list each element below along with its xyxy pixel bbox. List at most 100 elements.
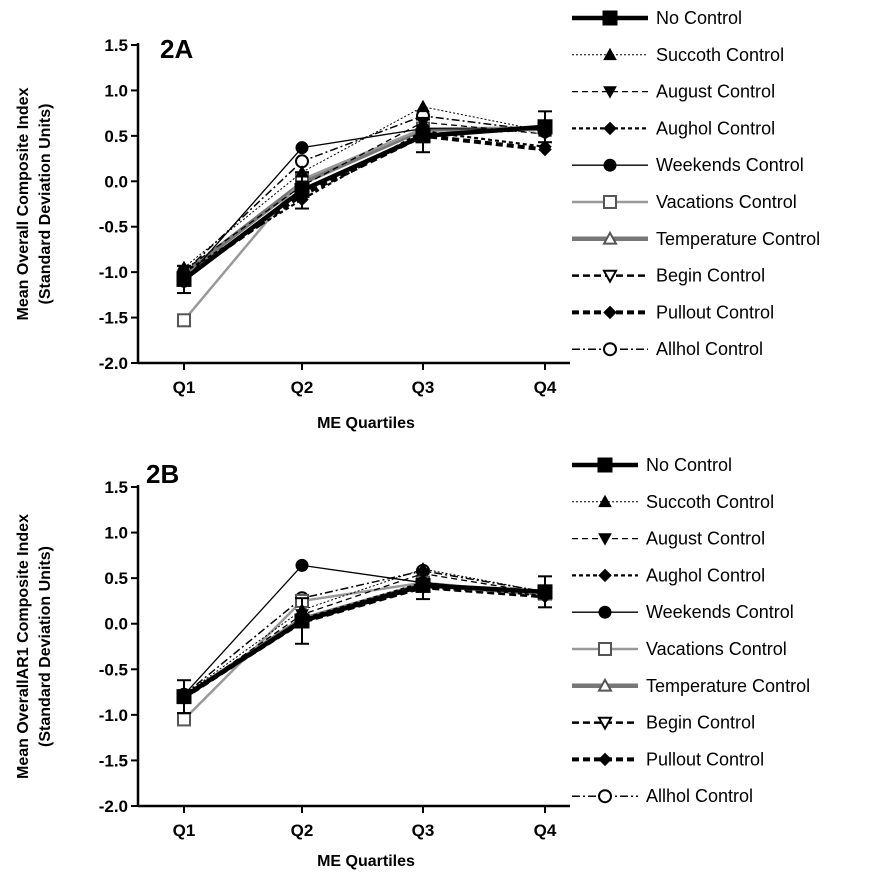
legend-item: Allhol Control [572, 339, 763, 359]
y-tick-label: 0.0 [104, 615, 128, 634]
legend-swatch-marker [603, 121, 617, 136]
series-5 [177, 558, 552, 702]
series-4 [177, 124, 552, 279]
x-tick-label: Q4 [534, 378, 557, 397]
x-tick-label: Q4 [534, 821, 557, 840]
series-2 [177, 99, 552, 273]
series-line [183, 127, 546, 282]
legend-swatch-marker [603, 305, 617, 320]
legend-label: Aughol Control [646, 565, 765, 585]
legend-swatch-marker [603, 158, 617, 172]
legend-label: Allhol Control [646, 786, 753, 806]
legend-item: Weekends Control [572, 602, 794, 622]
legend-item: Begin Control [572, 713, 755, 733]
chart-panel-1: 1.5 1.0 0.5 0.0 -0.5 -1.0 -1.5 -2.0 Q1 Q2 Q3 Q4 ME Q… [15, 8, 820, 432]
data-point [294, 182, 310, 198]
y-tick-label: -1.5 [99, 309, 128, 328]
legend-item: Allhol Control [572, 786, 753, 806]
legend-swatch-marker [602, 269, 618, 284]
legend-swatch-marker [602, 230, 618, 245]
y-tick-label: -0.5 [99, 660, 128, 679]
y-axis-label: Mean OverallAR1 Composite Index [15, 514, 32, 779]
series-10 [177, 108, 552, 280]
legend-label: Aughol Control [656, 118, 775, 138]
legend-item: Weekends Control [572, 155, 804, 175]
legend-swatch-marker [598, 642, 612, 656]
series-1 [176, 570, 553, 715]
legend-item: Aughol Control [572, 565, 765, 585]
data-point [537, 119, 553, 135]
legend-swatch-marker [597, 716, 613, 731]
legend-label: Begin Control [656, 266, 765, 286]
legend-swatch-marker [603, 86, 617, 99]
data-point [176, 689, 192, 705]
legend-label: No Control [646, 455, 732, 475]
legend-label: August Control [656, 82, 775, 102]
legend-label: Allhol Control [656, 339, 763, 359]
series-line [183, 572, 546, 698]
legend-label: Temperature Control [646, 676, 810, 696]
legend: No Control Succoth Control August Control A… [572, 455, 810, 806]
series-line [183, 121, 546, 271]
y-tick-label: -1.0 [99, 263, 128, 282]
legend-swatch-marker [598, 568, 612, 583]
y-tick-label: 1.5 [104, 36, 128, 55]
series-line [183, 130, 546, 274]
series-2 [177, 561, 552, 701]
data-point [538, 140, 552, 154]
legend-label: August Control [646, 529, 765, 549]
legend-item: Pullout Control [572, 302, 774, 322]
legend-item: August Control [572, 529, 765, 549]
y-tick-label: -2.0 [99, 354, 128, 373]
legend-label: Pullout Control [646, 749, 764, 769]
legend-item: Aughol Control [572, 118, 775, 138]
chart-panel-2: 1.5 1.0 0.5 0.0 -0.5 -1.0 -1.5 -2.0 Q1 Q2 Q3 Q4 ME Q… [15, 455, 810, 870]
series-line [182, 124, 546, 282]
legend-label: Weekends Control [656, 155, 804, 175]
x-tick-label: Q3 [412, 821, 435, 840]
legend-item: Temperature Control [572, 229, 820, 249]
legend-swatch-marker [598, 494, 612, 508]
legend-swatch-marker [603, 47, 617, 61]
y-tick-label: 0.5 [104, 569, 128, 588]
legend-label: Succoth Control [646, 492, 774, 512]
legend-swatch-marker [602, 10, 618, 26]
legend-item: Temperature Control [572, 676, 810, 696]
data-point [415, 128, 431, 144]
y-tick-label: 1.0 [104, 81, 128, 100]
data-point [295, 141, 309, 155]
data-point [416, 99, 430, 113]
y-axis-sublabel: (Standard Deviation Units) [37, 546, 54, 747]
x-tick-label: Q1 [173, 378, 196, 397]
y-tick-label: -1.5 [99, 751, 128, 770]
legend-item: Succoth Control [572, 45, 784, 65]
legend-item: Pullout Control [572, 749, 764, 769]
x-axis-label: ME Quartiles [317, 853, 415, 870]
data-point [177, 712, 191, 727]
legend: No Control Succoth Control August Control A… [572, 8, 820, 359]
legend-label: Begin Control [646, 713, 755, 733]
legend-label: Vacations Control [646, 639, 787, 659]
series-1 [176, 110, 553, 295]
legend-item: Begin Control [572, 266, 765, 286]
series-line [182, 126, 546, 276]
legend-item: Vacations Control [572, 639, 787, 659]
y-tick-label: -1.0 [99, 706, 128, 725]
y-tick-label: -2.0 [99, 797, 128, 816]
legend-item: Vacations Control [572, 192, 797, 212]
data-point [294, 613, 310, 629]
y-tick-label: 1.0 [104, 524, 128, 543]
legend-label: Weekends Control [646, 602, 794, 622]
legend-swatch-marker [598, 752, 612, 767]
legend-item: August Control [572, 82, 775, 102]
y-axis-sublabel: (Standard Deviation Units) [37, 104, 54, 305]
legend-label: Pullout Control [656, 302, 774, 322]
x-axis-label: ME Quartiles [317, 415, 415, 432]
panel-label: 2A [160, 34, 193, 64]
data-point [177, 313, 191, 328]
data-point [176, 271, 192, 287]
x-tick-label: Q2 [291, 821, 314, 840]
legend-label: No Control [656, 8, 742, 28]
series-line [183, 106, 546, 268]
